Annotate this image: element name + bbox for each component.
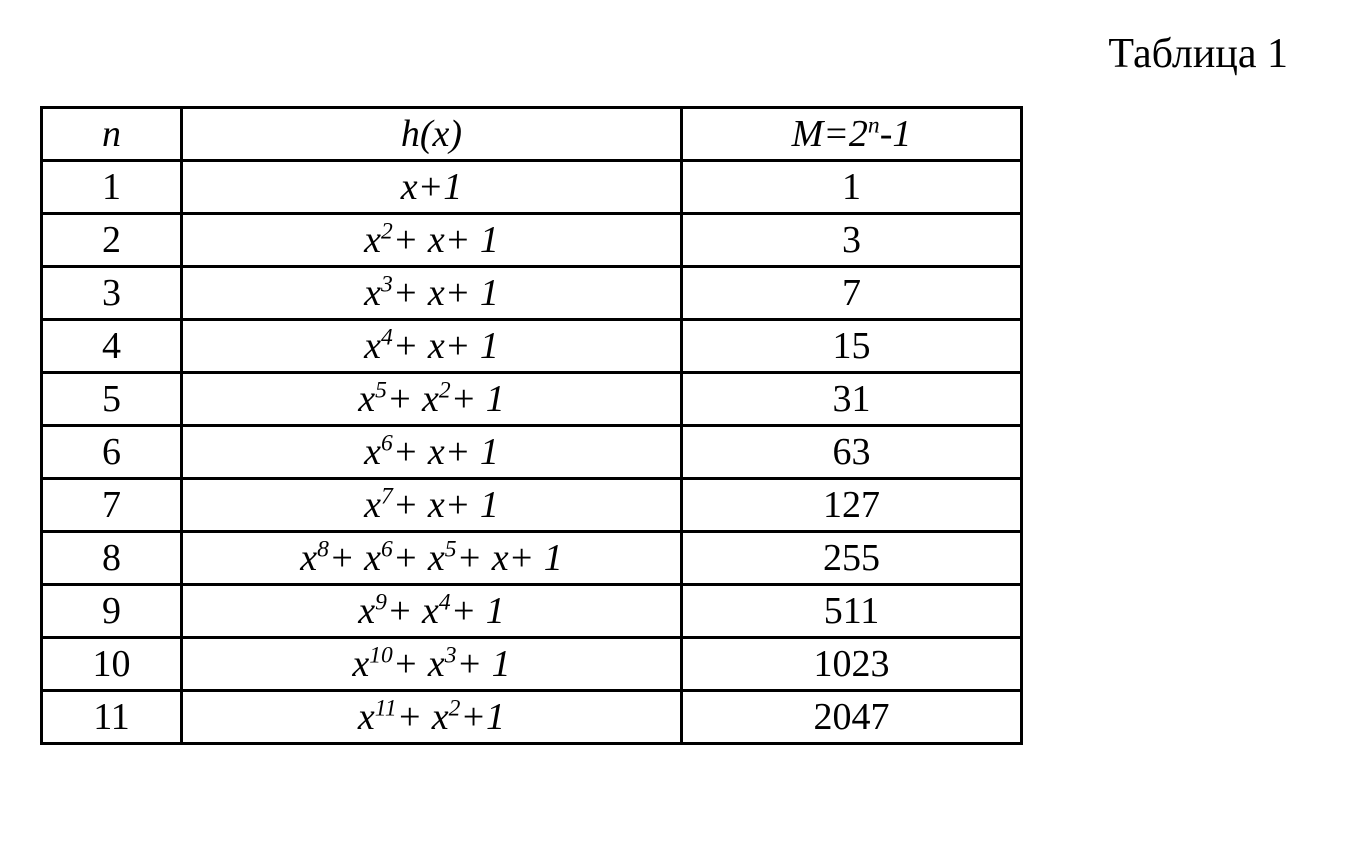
cell-m: 255	[682, 532, 1022, 585]
table-row: 5x5+ x2+ 131	[42, 373, 1022, 426]
table-row: 2x2+ x+ 13	[42, 214, 1022, 267]
cell-n: 4	[42, 320, 182, 373]
table-row: 10x10+ x3+ 11023	[42, 638, 1022, 691]
cell-h: x9+ x4+ 1	[182, 585, 682, 638]
cell-n: 11	[42, 691, 182, 744]
cell-m: 1023	[682, 638, 1022, 691]
table-row: 11x11+ x2+12047	[42, 691, 1022, 744]
cell-n: 9	[42, 585, 182, 638]
col-header-n: n	[42, 108, 182, 161]
cell-m: 127	[682, 479, 1022, 532]
cell-h: x10+ x3+ 1	[182, 638, 682, 691]
cell-n: 1	[42, 161, 182, 214]
cell-m: 1	[682, 161, 1022, 214]
table-row: 3x3+ x+ 17	[42, 267, 1022, 320]
cell-n: 6	[42, 426, 182, 479]
table-row: 4x4+ x+ 115	[42, 320, 1022, 373]
cell-n: 8	[42, 532, 182, 585]
table-row: 6x6+ x+ 163	[42, 426, 1022, 479]
cell-m: 3	[682, 214, 1022, 267]
cell-h: x3+ x+ 1	[182, 267, 682, 320]
cell-m: 63	[682, 426, 1022, 479]
cell-m: 511	[682, 585, 1022, 638]
cell-m: 2047	[682, 691, 1022, 744]
table-row: 9x9+ x4+ 1511	[42, 585, 1022, 638]
table-body: 1x+112x2+ x+ 133x3+ x+ 174x4+ x+ 1155x5+…	[42, 161, 1022, 744]
col-header-m: M=2n-1	[682, 108, 1022, 161]
cell-h: x6+ x+ 1	[182, 426, 682, 479]
table-row: 8x8+ x6+ x5+ x+ 1255	[42, 532, 1022, 585]
cell-n: 10	[42, 638, 182, 691]
table-row: 1x+11	[42, 161, 1022, 214]
cell-m: 15	[682, 320, 1022, 373]
col-header-h: h(x)	[182, 108, 682, 161]
cell-h: x11+ x2+1	[182, 691, 682, 744]
cell-n: 3	[42, 267, 182, 320]
cell-n: 7	[42, 479, 182, 532]
cell-m: 7	[682, 267, 1022, 320]
cell-h: x5+ x2+ 1	[182, 373, 682, 426]
cell-h: x4+ x+ 1	[182, 320, 682, 373]
table-header-row: n h(x) M=2n-1	[42, 108, 1022, 161]
cell-h: x+1	[182, 161, 682, 214]
cell-h: x2+ x+ 1	[182, 214, 682, 267]
cell-h: x8+ x6+ x5+ x+ 1	[182, 532, 682, 585]
cell-n: 5	[42, 373, 182, 426]
cell-n: 2	[42, 214, 182, 267]
cell-h: x7+ x+ 1	[182, 479, 682, 532]
polynomial-table: n h(x) M=2n-1 1x+112x2+ x+ 133x3+ x+ 174…	[40, 106, 1023, 745]
table-row: 7x7+ x+ 1127	[42, 479, 1022, 532]
page-title: Таблица 1	[40, 30, 1288, 78]
cell-m: 31	[682, 373, 1022, 426]
